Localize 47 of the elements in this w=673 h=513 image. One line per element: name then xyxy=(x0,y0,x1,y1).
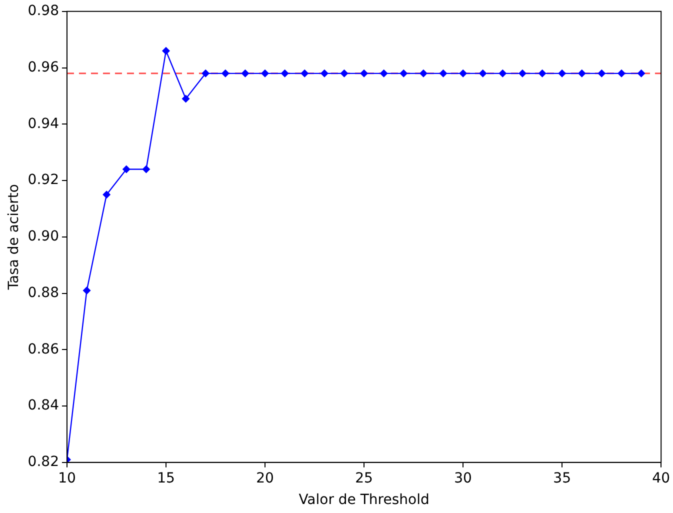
point xyxy=(261,69,270,78)
point xyxy=(202,69,210,78)
point xyxy=(478,69,487,78)
x-tick-label: 30 xyxy=(454,470,472,486)
point xyxy=(637,69,646,78)
point xyxy=(360,69,368,78)
y-tick-label: 0.94 xyxy=(28,116,60,132)
point xyxy=(162,46,170,55)
point xyxy=(320,69,328,78)
point xyxy=(439,69,448,78)
point xyxy=(300,69,309,78)
point xyxy=(578,69,586,78)
point xyxy=(538,69,546,78)
point xyxy=(221,69,230,78)
y-tick-label: 0.84 xyxy=(28,398,60,414)
point xyxy=(280,69,289,78)
point xyxy=(122,165,130,174)
x-tick-label: 25 xyxy=(355,470,373,486)
x-tick-label: 20 xyxy=(256,470,274,486)
x-axis-title: Valor de Threshold xyxy=(298,492,430,508)
point xyxy=(498,69,507,78)
x-tick-label: 35 xyxy=(553,470,571,486)
point xyxy=(459,69,468,78)
point xyxy=(102,190,111,199)
point xyxy=(419,69,428,78)
point xyxy=(518,69,526,78)
point xyxy=(558,69,566,78)
point xyxy=(340,69,348,78)
point xyxy=(400,69,408,78)
point xyxy=(142,165,150,174)
y-axis-title: Tasa de acierto xyxy=(6,184,22,291)
point xyxy=(617,69,626,78)
y-tick-label: 0.88 xyxy=(28,284,59,301)
y-tick-label: 0.90 xyxy=(28,228,59,245)
x-tick-label: 15 xyxy=(157,470,175,486)
y-tick-label: 0.82 xyxy=(28,454,59,470)
y-tick-label: 0.86 xyxy=(28,341,60,358)
y-tick-label: 0.98 xyxy=(28,3,59,20)
y-tick-label: 0.92 xyxy=(28,172,59,188)
point xyxy=(182,94,190,103)
point xyxy=(82,286,91,294)
point xyxy=(241,69,250,78)
y-tick-label: 0.96 xyxy=(28,59,60,76)
point xyxy=(380,69,388,78)
point xyxy=(598,69,606,78)
x-tick-label: 40 xyxy=(652,470,670,486)
x-tick-label: 10 xyxy=(58,470,76,486)
